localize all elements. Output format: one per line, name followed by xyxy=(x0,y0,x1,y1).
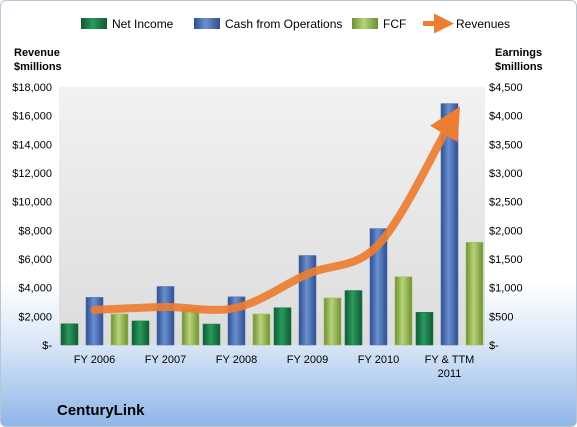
bar-fcf xyxy=(394,276,413,346)
legend-swatch-cash-from-operations xyxy=(194,18,220,29)
legend-label-revenues: Revenues xyxy=(456,17,510,31)
left-tick-label: $14,000 xyxy=(12,139,52,151)
bar-fcf xyxy=(110,313,129,346)
bar-cash-from-operations xyxy=(156,286,175,346)
right-axis-title-line1: Earnings xyxy=(495,47,542,59)
x-tick-label: FY & TTM 2011 xyxy=(425,354,475,380)
right-tick-label: $1,000 xyxy=(489,283,523,295)
legend: Net Income Cash from Operations FCF Reve… xyxy=(81,13,510,34)
bar-net-income xyxy=(60,323,79,346)
bar-cash-from-operations xyxy=(369,228,388,346)
revenues-line-group xyxy=(90,106,461,314)
x-tick-label: FY 2009 xyxy=(287,354,328,366)
bar-fcf xyxy=(181,307,200,346)
left-axis-title-line1: Revenue xyxy=(14,47,60,59)
right-tick-label: $4,500 xyxy=(489,82,523,94)
left-tick-label: $12,000 xyxy=(12,168,52,180)
bar-net-income xyxy=(202,323,221,346)
x-tick-label: FY 2008 xyxy=(216,354,257,366)
x-axis-ticks: FY 2006 FY 2007 FY 2008 FY 2009 FY 2010 FY & … xyxy=(74,354,475,380)
company-label: CenturyLink xyxy=(57,402,145,419)
bar-fcf xyxy=(465,242,484,346)
left-tick-label: $6,000 xyxy=(18,254,52,266)
bar-fcf xyxy=(252,313,271,346)
right-tick-label: $3,500 xyxy=(489,139,523,151)
right-tick-label: $1,500 xyxy=(489,254,523,266)
bar-net-income xyxy=(131,320,150,346)
bar-net-income xyxy=(344,290,363,346)
left-axis-ticks: $- $2,000 $4,000 $6,000 $8,000 $10,000 $12,000… xyxy=(12,82,52,352)
legend-swatch-net-income xyxy=(81,18,107,29)
right-tick-label: $- xyxy=(489,340,499,352)
bar-net-income xyxy=(415,312,434,346)
right-tick-label: $4,000 xyxy=(489,111,523,123)
plot-area xyxy=(59,87,485,345)
left-tick-label: $4,000 xyxy=(18,283,52,295)
right-tick-label: $2,500 xyxy=(489,197,523,209)
left-tick-label: $2,000 xyxy=(18,311,52,323)
left-axis-title-line2: $millions xyxy=(14,61,62,73)
legend-swatch-fcf xyxy=(352,18,378,29)
right-tick-label: $3,000 xyxy=(489,168,523,180)
right-tick-label: $2,000 xyxy=(489,225,523,237)
bar-cash-from-operations xyxy=(440,103,459,346)
left-tick-label: $8,000 xyxy=(18,225,52,237)
right-axis-ticks: $- $500 $1,000 $1,500 $2,000 $2,500 $3,000 $3,5… xyxy=(489,82,523,352)
left-tick-label: $10,000 xyxy=(12,197,52,209)
right-tick-label: $500 xyxy=(489,311,513,323)
x-tick-label: FY 2007 xyxy=(145,354,186,366)
x-tick-label: FY 2010 xyxy=(358,354,399,366)
bar-net-income xyxy=(273,307,292,346)
bars xyxy=(60,103,484,346)
legend-label-net-income: Net Income xyxy=(112,17,174,31)
bar-cash-from-operations xyxy=(85,297,104,346)
legend-label-cash-from-operations: Cash from Operations xyxy=(225,17,342,31)
left-tick-label: $18,000 xyxy=(12,82,52,94)
legend-label-fcf: FCF xyxy=(383,17,406,31)
bar-fcf xyxy=(323,297,342,346)
x-tick-label: FY 2006 xyxy=(74,354,115,366)
right-axis-title-line2: $millions xyxy=(495,61,543,73)
revenues-line xyxy=(90,106,461,314)
left-tick-label: $- xyxy=(42,340,52,352)
left-tick-label: $16,000 xyxy=(12,111,52,123)
